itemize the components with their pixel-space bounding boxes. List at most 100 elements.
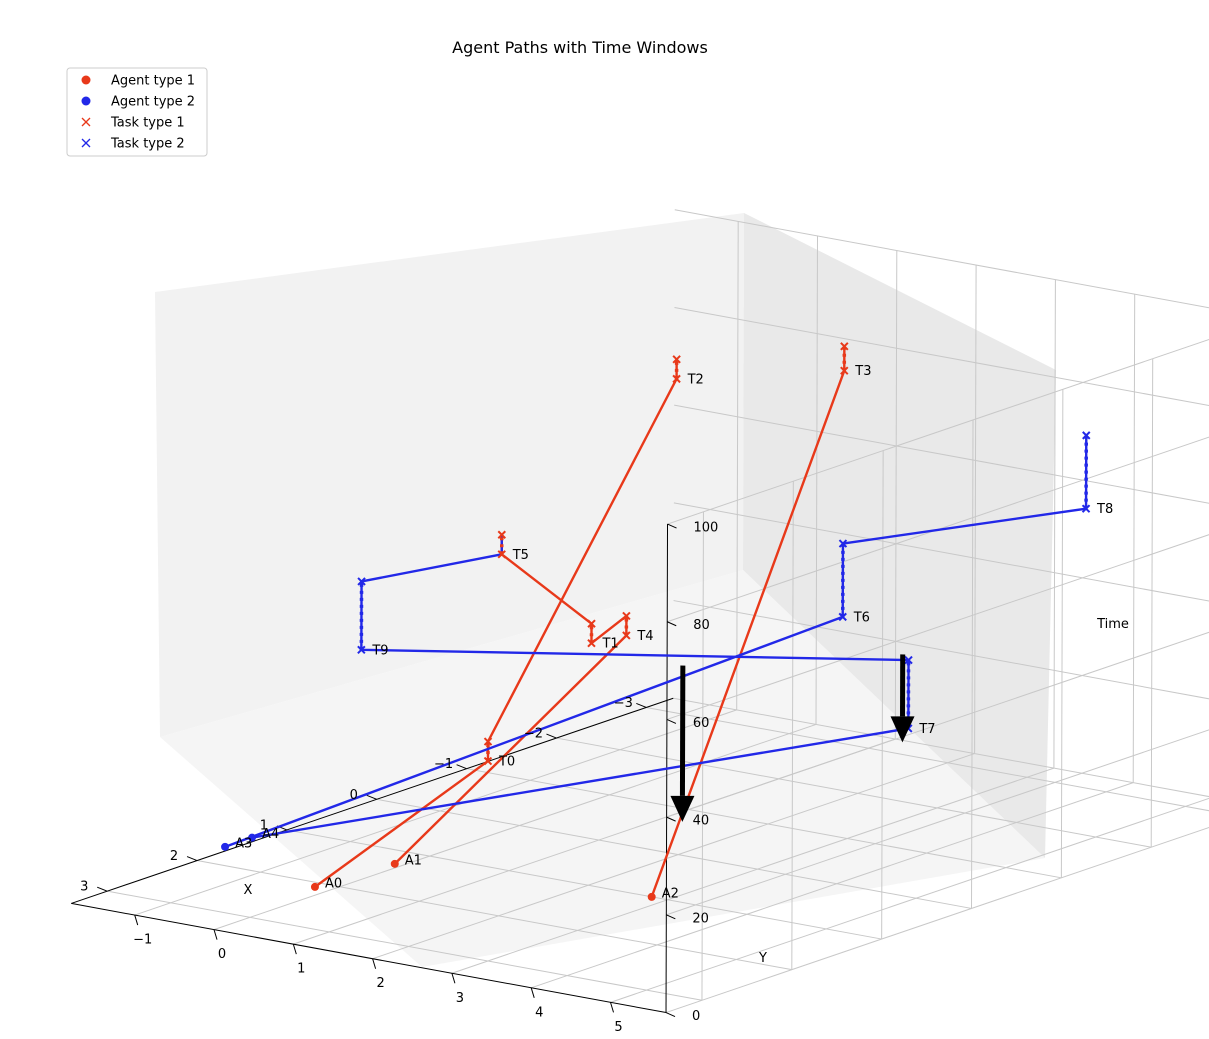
x-tick-label: 1: [260, 818, 268, 833]
x-tick-label: 0: [350, 788, 358, 803]
legend-x-icon: [81, 138, 91, 148]
y-tick: [610, 1002, 614, 1013]
task-marker: [483, 756, 493, 766]
task-marker: [357, 577, 366, 586]
agent-marker: [221, 842, 230, 851]
task-marker: [1081, 504, 1091, 513]
y-tick-label: 2: [376, 976, 384, 991]
gridline-x-wall: [881, 450, 884, 940]
x-tick-label: 3: [80, 880, 88, 895]
gridline-y-wall: [1132, 294, 1136, 783]
task-marker: [1082, 431, 1091, 440]
gridline-y-floor: [134, 709, 737, 916]
z-axis-label: Time: [1096, 617, 1129, 632]
data-layer: [221, 342, 1091, 901]
x-tick-label: 2: [170, 849, 178, 864]
task-marker: [840, 366, 849, 375]
task-marker: [497, 550, 506, 559]
gridline-y-wall: [736, 221, 739, 710]
gridline-t-back: [673, 697, 1209, 798]
z-tick-label: 0: [692, 1009, 700, 1024]
gridline-t-right: [667, 436, 1209, 623]
gridline-y-floor: [372, 753, 975, 960]
gridline-y-wall: [974, 265, 977, 754]
legend-dot-icon: [81, 75, 91, 85]
legend-entry: Task type 2: [81, 137, 185, 152]
y-axis-label: Y: [758, 951, 767, 966]
task-label: T7: [918, 722, 935, 737]
labels-layer: −3 −2 −1 0 1 2 3 −1 0 1 2 3 4 5 0 20 40 60 80 100 T0 T1 T2 T3 T4…: [80, 364, 1113, 1035]
y-tick: [134, 914, 139, 926]
y-tick-label: 3: [456, 991, 464, 1006]
legend-dot-icon: [81, 96, 91, 106]
x-tick: [366, 794, 377, 800]
task-label: T6: [853, 610, 870, 625]
x-axis-line: [71, 697, 674, 904]
y-tick-label: 0: [218, 947, 226, 962]
legend-entry: Agent type 2: [81, 95, 195, 110]
gridline-x-floor: [107, 890, 703, 1001]
task-marker: [672, 374, 681, 384]
x-tick: [186, 856, 198, 862]
x-axis-label: X: [244, 883, 253, 898]
gridline-y-wall: [894, 250, 898, 740]
gridline-x-floor: [466, 768, 1062, 879]
task-marker: [622, 631, 631, 640]
z-tick: [665, 1012, 676, 1017]
legend-label: Agent type 2: [111, 95, 195, 110]
y-tick: [530, 987, 535, 998]
task-marker: [622, 611, 631, 621]
gridline-y-wall: [1053, 279, 1056, 769]
legend-label: Agent type 1: [111, 74, 195, 89]
gridline-t-right: [666, 534, 1209, 720]
pane-floor: [160, 570, 1045, 967]
y-tick: [372, 958, 377, 969]
legend-label: Task type 2: [110, 137, 185, 152]
z-tick-label: 60: [693, 716, 710, 731]
gridline-y-floor: [213, 723, 817, 931]
gridline-x-wall: [1150, 358, 1154, 848]
agent-marker: [647, 892, 656, 901]
task-label: T5: [512, 548, 529, 563]
agent-marker: [248, 833, 257, 842]
task-marker: [483, 737, 493, 746]
agent-label: A0: [325, 876, 342, 891]
legend: Agent type 1 Agent type 2 Task type 1 Task …: [66, 67, 208, 157]
y-axis-line: [71, 902, 667, 1014]
task-label: T9: [371, 643, 388, 658]
task-label: T1: [601, 637, 618, 652]
y-tick: [451, 973, 456, 984]
gridline-t-back: [674, 306, 1209, 407]
y-tick-label: −1: [133, 933, 152, 948]
chart-title: Agent Paths with Time Windows: [452, 38, 708, 57]
agent-marker: [310, 882, 319, 891]
gridline-y-floor: [531, 782, 1134, 989]
gridline-x-wall: [791, 481, 794, 970]
task-marker: [587, 619, 596, 628]
z-tick-label: 100: [694, 521, 719, 536]
x-tick-label: −1: [434, 757, 453, 772]
task-marker: [838, 539, 848, 548]
agent-label: A3: [235, 836, 252, 851]
z-tick: [667, 621, 677, 627]
gridline-x-floor: [286, 829, 882, 940]
gridline-x-wall: [1060, 389, 1064, 878]
agent-label: A2: [662, 886, 679, 901]
x-tick-label: −2: [524, 727, 543, 742]
task-label: T4: [636, 629, 653, 644]
z-tick: [666, 914, 676, 920]
task-marker: [838, 612, 847, 622]
legend-frame: [66, 67, 208, 157]
task-label: T8: [1096, 502, 1113, 517]
gridline-t-right: [665, 826, 1209, 1014]
agent-label: A4: [262, 827, 279, 842]
gridline-x-wall: [971, 419, 974, 909]
z-tick-label: 20: [692, 911, 709, 926]
agent-label: A1: [405, 853, 422, 868]
x-tick: [546, 733, 557, 739]
task-marker: [497, 530, 507, 539]
legend-label: Task type 1: [110, 116, 185, 131]
y-tick: [213, 929, 218, 940]
gridline-x-floor: [556, 737, 1152, 848]
